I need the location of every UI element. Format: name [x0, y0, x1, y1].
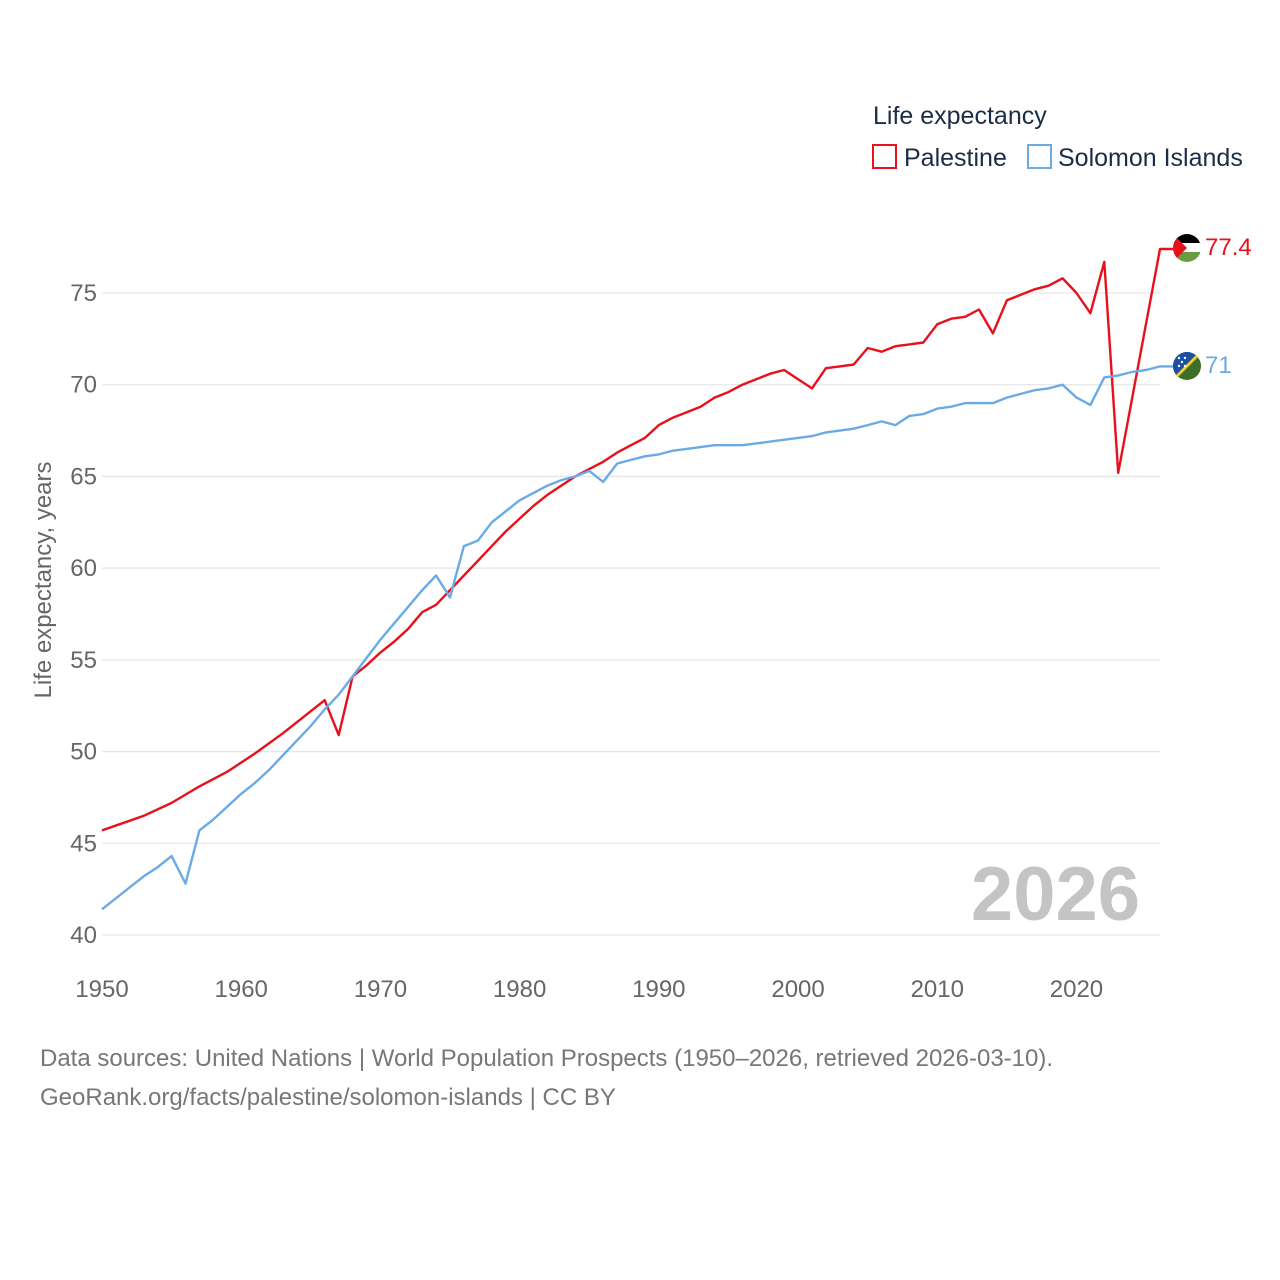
- solomon-islands-flag-icon: [1173, 352, 1201, 380]
- palestine-flag-icon: [1173, 234, 1201, 262]
- x-axis-ticks: 1950 1960 1970 1980 1990 2000 2010 2020: [75, 976, 1103, 1003]
- current-year-label: 2026: [971, 852, 1140, 937]
- legend-item-palestine[interactable]: Palestine: [872, 144, 1007, 172]
- palestine-swatch: [872, 144, 897, 169]
- data-source-note: Data sources: United Nations | World Pop…: [40, 1045, 1054, 1072]
- series-lines: [101, 247, 1174, 911]
- x-tick-label: 2010: [911, 976, 964, 1003]
- y-tick-label: 65: [70, 463, 97, 490]
- series-line-solomon-islands[interactable]: [101, 365, 1174, 911]
- y-tick-label: 45: [70, 830, 97, 857]
- y-tick-label: 70: [70, 372, 97, 399]
- x-tick-label: 1950: [75, 976, 128, 1003]
- x-tick-label: 2000: [771, 976, 824, 1003]
- y-axis-title: Life expectancy, years: [30, 461, 57, 698]
- y-tick-label: 40: [70, 922, 97, 949]
- series-line-palestine[interactable]: [101, 247, 1174, 832]
- solomon-islands-swatch: [1027, 144, 1052, 169]
- y-axis-ticks: 40 45 50 55 60 65 70 75: [70, 280, 97, 949]
- legend-item-solomon-islands[interactable]: Solomon Islands: [1027, 144, 1243, 172]
- grid-lines: [102, 292, 1160, 936]
- y-tick-label: 55: [70, 647, 97, 674]
- y-tick-label: 75: [70, 280, 97, 307]
- palestine-end-value: 77.4: [1205, 234, 1252, 261]
- legend-label-solomon-islands: Solomon Islands: [1058, 144, 1243, 172]
- x-tick-label: 1970: [354, 976, 407, 1003]
- legend[interactable]: Life expectancy Palestine Solomon Island…: [872, 102, 1243, 172]
- source-url[interactable]: GeoRank.org/facts/palestine/solomon-isla…: [40, 1084, 616, 1111]
- x-tick-label: 2020: [1050, 976, 1103, 1003]
- solomon-islands-end-value: 71: [1205, 352, 1232, 379]
- y-tick-label: 50: [70, 739, 97, 766]
- legend-label-palestine: Palestine: [904, 144, 1007, 172]
- x-tick-label: 1960: [215, 976, 268, 1003]
- x-tick-label: 1990: [632, 976, 685, 1003]
- legend-title: Life expectancy: [873, 102, 1047, 130]
- y-tick-label: 60: [70, 555, 97, 582]
- x-tick-label: 1980: [493, 976, 546, 1003]
